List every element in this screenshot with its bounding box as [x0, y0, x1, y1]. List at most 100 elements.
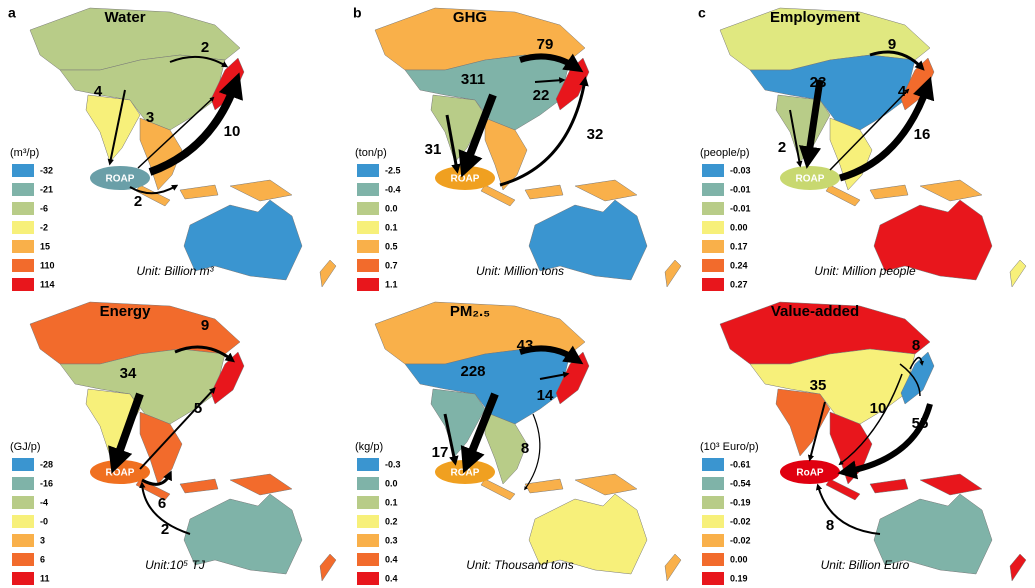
legend-label: 1.1	[385, 279, 398, 289]
legend-label: 0.24	[730, 260, 748, 270]
legend-label: -0	[40, 516, 48, 526]
hub-label: ROAP	[796, 174, 825, 185]
legend-label: -0.19	[730, 497, 751, 507]
legend-label: 0.27	[730, 279, 748, 289]
map	[720, 8, 1026, 287]
flow-label: 10	[224, 123, 241, 140]
flow-label: 5	[194, 400, 202, 417]
legend-title: (people/p)	[700, 147, 750, 159]
hub-label: ROAP	[106, 174, 135, 185]
map	[30, 8, 336, 287]
flow-label: 22	[533, 87, 550, 104]
flow-label: 8	[521, 440, 529, 457]
map	[30, 302, 336, 581]
flow-label: 9	[888, 36, 896, 53]
hub-label: ROAP	[451, 468, 480, 479]
legend-label: -16	[40, 478, 53, 488]
legend-swatch	[357, 572, 379, 585]
unit-note: Unit: Billion m³	[136, 264, 214, 278]
country	[320, 260, 336, 287]
panel-title: Value-added	[771, 303, 859, 320]
legend-swatch	[702, 202, 724, 215]
flow-label: 79	[537, 36, 554, 53]
legend-swatch	[702, 458, 724, 471]
flow-label: 2	[134, 193, 142, 210]
legend-title: (ton/p)	[355, 147, 387, 159]
legend-label: -0.01	[730, 184, 751, 194]
legend-label: 114	[40, 279, 55, 289]
legend-label: -0.01	[730, 203, 751, 213]
legend-swatch	[12, 183, 34, 196]
hub-label: ROAP	[451, 174, 480, 185]
legend-swatch	[12, 572, 34, 585]
country	[776, 389, 830, 456]
flow-label: 55	[912, 415, 929, 432]
legend-swatch	[357, 183, 379, 196]
legend-swatch	[12, 477, 34, 490]
legend-swatch	[702, 259, 724, 272]
legend-label: -21	[40, 184, 53, 194]
legend-label: -0.02	[730, 535, 751, 545]
legend-swatch	[702, 278, 724, 291]
map	[375, 8, 681, 287]
flow-label: 14	[537, 387, 554, 404]
unit-note: Unit:10⁵ TJ	[145, 558, 206, 572]
legend-label: 15	[40, 241, 50, 251]
flow-label: 4	[94, 83, 103, 100]
legend-label: -0.3	[385, 459, 401, 469]
flow-label: 6	[158, 495, 166, 512]
panel-title: Employment	[770, 9, 860, 26]
unit-note: Unit: Million tons	[476, 264, 564, 278]
country	[665, 260, 681, 287]
legend-label: 0.1	[385, 497, 398, 507]
figure: aWaterROAP243102(m³/p)-32-21-6-215110114…	[0, 0, 1035, 588]
hub-label: ROAP	[106, 468, 135, 479]
legend-label: -2	[40, 222, 48, 232]
legend-swatch	[702, 221, 724, 234]
legend-swatch	[12, 164, 34, 177]
unit-note: Unit: Thousand tons	[466, 558, 573, 572]
panel-letter: b	[353, 5, 362, 21]
legend-swatch	[357, 164, 379, 177]
legend-swatch	[12, 278, 34, 291]
flow-label: 2	[161, 521, 169, 538]
legend-swatch	[357, 221, 379, 234]
map	[720, 302, 1026, 581]
flow-label: 8	[826, 517, 834, 534]
legend-swatch	[12, 221, 34, 234]
flow-label: 43	[517, 337, 534, 354]
legend-label: 0.2	[385, 516, 398, 526]
legend-label: 0.7	[385, 260, 398, 270]
legend-swatch	[12, 458, 34, 471]
flow-label: 9	[201, 317, 209, 334]
flow-label: 228	[460, 363, 485, 380]
legend-title: (10³ Euro/p)	[700, 441, 759, 453]
legend-label: -0.54	[730, 478, 751, 488]
legend-label: -4	[40, 497, 48, 507]
flow-label: 31	[425, 141, 442, 158]
legend-title: (kg/p)	[355, 441, 383, 453]
panel-letter: a	[8, 5, 16, 21]
panel-title: PM₂.₅	[450, 303, 490, 320]
legend-label: -0.02	[730, 516, 751, 526]
legend-label: -0.03	[730, 165, 751, 175]
legend-swatch	[357, 477, 379, 490]
country	[1010, 554, 1026, 581]
legend-label: 0.5	[385, 241, 398, 251]
legend-swatch	[357, 534, 379, 547]
legend-swatch	[702, 183, 724, 196]
legend-swatch	[357, 202, 379, 215]
legend-label: 0.0	[385, 478, 398, 488]
unit-note: Unit: Billion Euro	[821, 558, 910, 572]
flow-label: 23	[810, 74, 827, 91]
legend-label: 0.1	[385, 222, 398, 232]
legend-swatch	[357, 240, 379, 253]
flow-label: 10	[870, 400, 887, 417]
legend-label: -28	[40, 459, 53, 469]
hub-label: RoAP	[796, 468, 824, 479]
legend-swatch	[357, 496, 379, 509]
